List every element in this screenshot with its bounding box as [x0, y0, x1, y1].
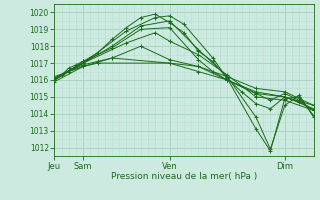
X-axis label: Pression niveau de la mer( hPa ): Pression niveau de la mer( hPa ) — [111, 172, 257, 181]
